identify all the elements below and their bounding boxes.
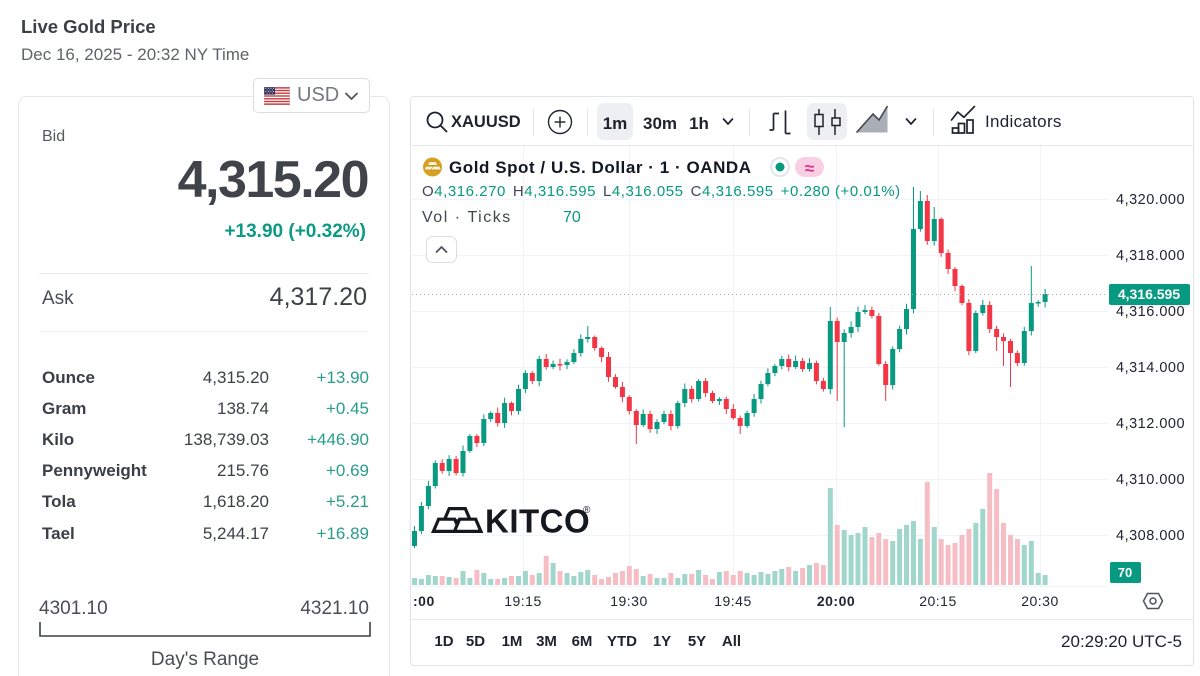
svg-text::00: :00 xyxy=(413,593,435,609)
svg-text:≈: ≈ xyxy=(805,159,814,178)
svg-text:19:30: 19:30 xyxy=(610,593,648,609)
svg-text:19:15: 19:15 xyxy=(504,593,542,609)
svg-text:4,314.000: 4,314.000 xyxy=(1116,360,1185,376)
svg-text:KITCO: KITCO xyxy=(485,503,590,540)
svg-text:20:15: 20:15 xyxy=(919,593,957,609)
svg-text:®: ® xyxy=(583,505,591,516)
svg-text:4,320.000: 4,320.000 xyxy=(1116,192,1185,208)
svg-text:4,318.000: 4,318.000 xyxy=(1116,248,1185,264)
svg-text:4,312.000: 4,312.000 xyxy=(1116,416,1185,432)
svg-text:20:00: 20:00 xyxy=(817,593,855,609)
svg-text:70: 70 xyxy=(1118,565,1132,580)
svg-text:20:30: 20:30 xyxy=(1021,593,1059,609)
svg-text:4,310.000: 4,310.000 xyxy=(1116,472,1185,488)
svg-text:4,308.000: 4,308.000 xyxy=(1116,528,1185,544)
svg-text:19:45: 19:45 xyxy=(714,593,752,609)
svg-text:4,316.000: 4,316.000 xyxy=(1116,304,1185,320)
svg-text:4,316.595: 4,316.595 xyxy=(1118,286,1180,302)
